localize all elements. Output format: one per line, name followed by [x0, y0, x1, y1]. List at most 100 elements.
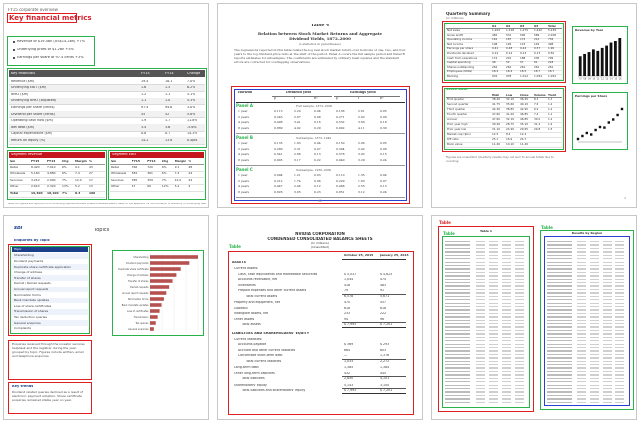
- table-cell: 0.06: [314, 179, 321, 183]
- table-cell: 0.13: [380, 185, 387, 189]
- row-label-glyph: [547, 316, 572, 318]
- value-glyph: [615, 374, 625, 376]
- table-cell: 18.1: [165, 79, 173, 83]
- value-glyph: [501, 401, 512, 403]
- table-cell: 1.74: [294, 179, 301, 183]
- row-label-glyph: [547, 387, 572, 390]
- table-row-label: 1 year: [238, 174, 248, 177]
- table-cell: 7%: [161, 178, 167, 182]
- revenue-bar-chart: ’07’08’09’10’11’12’13’14’15’16: [578, 38, 622, 81]
- value-glyph: [488, 271, 499, 274]
- value-glyph: [615, 353, 625, 356]
- line-item-value: 5,143: [344, 383, 354, 387]
- value-glyph: [589, 398, 599, 400]
- value-glyph: [488, 353, 499, 356]
- table-cell: 8.4: [506, 133, 511, 136]
- value-glyph: [514, 377, 525, 380]
- data-point: [576, 137, 580, 141]
- row-label-glyph: [547, 398, 572, 400]
- table-rule: [446, 42, 562, 43]
- value-glyph: [488, 268, 499, 270]
- col-header: Close: [520, 93, 529, 97]
- value-glyph: [602, 353, 612, 356]
- value-glyph: [514, 319, 525, 321]
- value-glyph: [615, 305, 625, 308]
- table-cell: 0.532: [336, 121, 345, 125]
- value-glyph: [589, 295, 599, 298]
- bar: [609, 42, 613, 76]
- list-item: General enquiries: [14, 321, 41, 325]
- page-thumbnail-3[interactable]: Quarterly Summary (in millions) Q1 Q2 Q3 Q4…: [431, 3, 637, 208]
- value-glyph: [577, 264, 587, 267]
- table-rule: [342, 322, 406, 323]
- table-cell: 3.0%: [187, 106, 196, 109]
- col-header: Change: [187, 71, 201, 75]
- table-cell: 52: [165, 112, 170, 116]
- value-glyph: [615, 398, 625, 400]
- table-cell: 57: [520, 61, 524, 64]
- table-cell: 187: [506, 38, 512, 41]
- value-glyph: [577, 364, 587, 366]
- value-glyph: [589, 309, 599, 311]
- value-glyph: [501, 299, 512, 301]
- table-cell: 60: [147, 185, 152, 189]
- table-row-label: Annual: [447, 118, 457, 121]
- value-glyph: [475, 258, 486, 260]
- table-cell: 0.280: [274, 147, 283, 151]
- table-row-label: Retail: [10, 165, 19, 169]
- table-rule: [446, 79, 562, 80]
- value-glyph: [501, 319, 512, 321]
- category-label: General enquiries: [128, 328, 149, 331]
- value-glyph: [488, 319, 499, 321]
- company-name: NVIDIA CORPORATION: [295, 232, 345, 236]
- page-thumbnail-1[interactable]: FY15 corporate overview Key financial me…: [3, 3, 209, 208]
- row-label-glyph: [445, 241, 471, 243]
- page-thumbnail-5[interactable]: NVIDIA CORPORATION CONDENSED CONSOLIDATE…: [217, 215, 423, 420]
- data-point: [612, 118, 615, 121]
- table-cell: 0.150: [336, 142, 345, 145]
- value-glyph: [475, 316, 486, 318]
- value-glyph: [514, 340, 525, 342]
- page-thumbnail-4[interactable]: sbi Topics Enquiries by Topic Topic Shar…: [3, 215, 209, 420]
- table-rule: [9, 177, 105, 178]
- value-glyph: [615, 329, 625, 332]
- list-row-stripe: [12, 286, 88, 293]
- value-glyph: [475, 285, 486, 287]
- table-rule: [9, 143, 205, 145]
- table-cell: 7.4: [534, 113, 539, 116]
- page-thumbnail-2[interactable]: Table 4 Relation between Stock Market Re…: [217, 3, 423, 208]
- page-thumbnail-6[interactable]: Table Table Table 1 Table Results by Reg…: [431, 215, 637, 420]
- table-cell: 6%: [161, 172, 167, 176]
- list-row-stripe: [12, 275, 88, 281]
- table-row-label: Net debt ($m): [11, 125, 35, 129]
- value-glyph: [514, 329, 525, 332]
- table-cell: 0.09: [380, 115, 387, 119]
- list-item: Nomination forms: [14, 293, 41, 297]
- line-item-label: Long-term debt: [234, 366, 259, 369]
- row-label-glyph: [445, 381, 471, 383]
- table-cell: 2.20: [294, 110, 301, 113]
- col-header: January 25, 2015: [380, 254, 409, 257]
- table-region: [442, 21, 566, 83]
- table-cell: 1.2: [548, 103, 553, 106]
- table-cell: 2.88: [294, 153, 301, 157]
- value-glyph: [475, 387, 486, 390]
- table-cell: 214: [534, 38, 540, 41]
- table-inner-region: [444, 88, 564, 150]
- value-glyph: [577, 319, 587, 321]
- table-cell: 0.902: [336, 126, 345, 130]
- value-glyph: [475, 268, 486, 270]
- line-item-value: 6,578: [344, 294, 354, 298]
- table-cell: 7.0%: [187, 79, 196, 83]
- dense-table-right: [546, 240, 628, 404]
- table-cell: 46.85: [520, 118, 529, 121]
- value-glyph: [602, 326, 612, 328]
- table-cell: 3.29: [358, 158, 365, 162]
- table-cell: 0.113: [274, 110, 283, 113]
- table-cell: 0.468: [336, 185, 345, 189]
- line-item-value: 418: [344, 283, 351, 287]
- line-item-label: Convertible short-term debt: [238, 354, 283, 357]
- table-rule: [446, 117, 562, 118]
- value-glyph: [514, 271, 525, 274]
- table-row-label: Prior year high: [447, 123, 468, 126]
